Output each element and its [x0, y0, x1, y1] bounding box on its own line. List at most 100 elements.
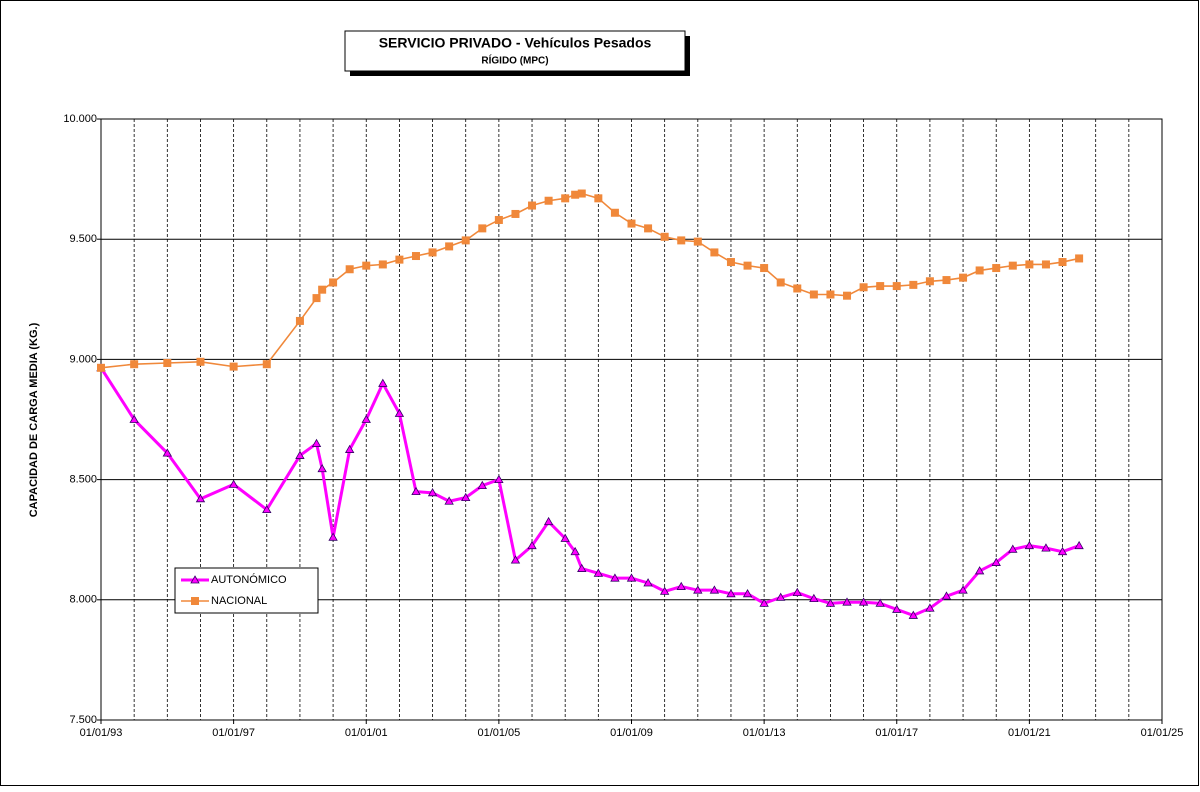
data-point	[295, 316, 304, 325]
data-point	[544, 196, 553, 205]
data-point	[1008, 261, 1017, 270]
data-point	[941, 591, 952, 600]
data-point	[477, 480, 487, 490]
data-point	[659, 586, 670, 595]
data-point	[975, 266, 984, 275]
data-point	[627, 219, 636, 228]
data-point	[318, 285, 327, 294]
x-tick-label: 01/01/93	[80, 727, 123, 739]
data-point	[478, 224, 487, 233]
data-point	[163, 359, 172, 368]
data-point	[571, 190, 580, 199]
data-point	[378, 378, 388, 387]
data-point	[344, 444, 355, 453]
data-point	[494, 474, 504, 483]
data-point	[826, 290, 835, 299]
data-point	[1025, 260, 1034, 269]
data-point	[411, 486, 421, 496]
data-point	[1074, 540, 1084, 550]
data-point	[742, 588, 753, 598]
data-point	[842, 597, 852, 606]
data-point	[312, 294, 321, 303]
x-tick-label: 01/01/21	[1008, 727, 1051, 739]
legend-marker	[190, 575, 200, 584]
data-point	[759, 598, 769, 607]
y-tick-label: 10.000	[63, 113, 97, 125]
x-tick-label: 01/01/25	[1141, 727, 1184, 739]
data-point	[317, 463, 327, 473]
data-point	[676, 581, 686, 590]
data-point	[311, 438, 322, 447]
data-point	[793, 284, 802, 293]
y-axis-label: CAPACIDAD DE CARGA MEDIA (KG.)	[28, 322, 40, 517]
data-point	[626, 573, 637, 582]
data-point	[958, 585, 968, 594]
data-point	[395, 255, 404, 264]
data-point	[726, 258, 735, 267]
data-point	[427, 488, 438, 497]
data-point	[262, 504, 272, 514]
data-point	[428, 248, 437, 257]
data-point	[394, 408, 405, 417]
data-point	[511, 209, 520, 218]
data-point	[362, 261, 371, 270]
data-point	[743, 261, 752, 270]
data-point	[130, 360, 139, 369]
x-tick-label: 01/01/17	[875, 727, 918, 739]
data-point	[875, 598, 885, 607]
data-point	[776, 278, 785, 287]
data-point	[1024, 540, 1035, 550]
data-point	[710, 248, 719, 257]
data-point	[892, 282, 901, 291]
data-point	[594, 194, 603, 203]
data-point	[892, 604, 902, 613]
legend-marker	[191, 597, 199, 605]
data-point	[593, 568, 604, 577]
x-tick-label: 01/01/13	[743, 727, 786, 739]
data-point	[527, 540, 537, 550]
data-point	[129, 414, 139, 423]
data-point	[660, 232, 669, 241]
data-point	[378, 260, 387, 269]
chart-title: SERVICIO PRIVADO - Vehículos Pesados	[379, 35, 652, 51]
data-point	[543, 516, 554, 526]
data-point	[876, 282, 885, 291]
data-point	[196, 357, 205, 366]
data-point	[445, 242, 454, 251]
data-point	[444, 496, 454, 505]
data-point	[162, 448, 173, 457]
data-point	[925, 603, 935, 612]
y-tick-label: 9.000	[69, 353, 97, 365]
data-point	[411, 252, 420, 261]
data-point	[643, 578, 653, 587]
data-point	[195, 494, 206, 503]
data-point	[361, 414, 371, 423]
data-point	[909, 280, 918, 289]
title-box	[344, 30, 686, 72]
x-tick-label: 01/01/05	[477, 727, 520, 739]
data-point	[959, 273, 968, 282]
data-point	[329, 278, 338, 287]
data-point	[726, 588, 736, 598]
data-point	[561, 194, 570, 203]
data-point	[693, 585, 703, 594]
data-point	[792, 587, 802, 596]
data-point	[228, 479, 239, 488]
data-point	[908, 610, 919, 619]
data-point	[528, 201, 537, 210]
data-point	[809, 593, 819, 602]
data-point	[974, 566, 985, 575]
data-point	[1041, 543, 1051, 552]
y-tick-label: 9.500	[69, 233, 97, 245]
data-point	[644, 224, 653, 233]
data-point	[262, 360, 271, 369]
data-point	[295, 450, 305, 459]
chart-subtitle: RÍGIDO (MPC)	[481, 54, 548, 67]
legend-label: AUTONÓMICO	[211, 573, 287, 586]
data-point	[942, 276, 951, 285]
data-point	[1008, 544, 1018, 553]
data-point	[1057, 546, 1068, 556]
y-tick-label: 7.500	[69, 714, 97, 726]
data-point	[859, 283, 868, 292]
data-point	[991, 557, 1001, 566]
